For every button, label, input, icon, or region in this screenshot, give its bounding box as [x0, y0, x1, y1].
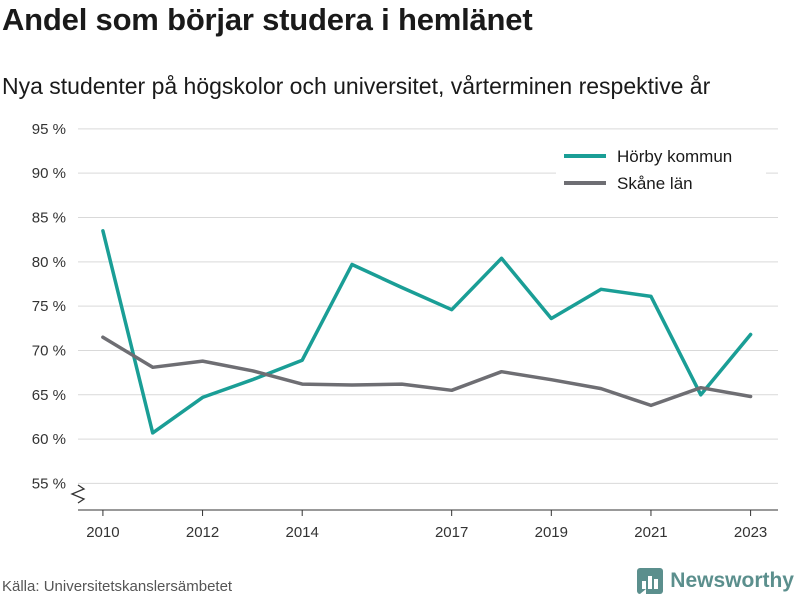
- y-tick-label: 60 %: [32, 431, 66, 448]
- y-axis-ticks: 55 % 60 % 65 % 70 % 75 % 80 % 85 % 90 % 95 %: [32, 121, 66, 493]
- bar-chart-logo-icon: [637, 568, 664, 594]
- legend: Hörby kommun Skåne län: [556, 140, 766, 200]
- x-tick-label: 2014: [286, 524, 319, 541]
- y-tick-label: 75 %: [32, 298, 66, 315]
- x-tick-label: 2019: [535, 524, 568, 541]
- legend-box: [556, 140, 766, 200]
- series-line-1: [101, 229, 753, 435]
- x-axis-ticks: 2010 2012 2014 2017 2019 2021 2023: [86, 510, 767, 541]
- y-tick-label: 65 %: [32, 387, 66, 404]
- y-tick-label: 85 %: [32, 210, 66, 227]
- x-tick-label: 2017: [435, 524, 468, 541]
- axes: [70, 484, 778, 511]
- y-tick-label: 95 %: [32, 121, 66, 138]
- x-tick-label: 2012: [186, 524, 219, 541]
- source-note: Källa: Universitetskanslersämbetet: [2, 578, 233, 595]
- legend-label-2: Skåne län: [617, 174, 693, 193]
- chart-subtitle: Nya studenter på högskolor och universit…: [2, 73, 711, 99]
- axis-break-marker: [70, 484, 86, 504]
- brand-name: Newsworthy: [670, 569, 794, 592]
- y-tick-label: 70 %: [32, 342, 66, 359]
- x-tick-label: 2010: [86, 524, 119, 541]
- series-line-2: [101, 335, 753, 408]
- y-tick-label: 90 %: [32, 165, 66, 182]
- brand-logo: Newsworthy: [637, 568, 794, 594]
- x-tick-label: 2023: [734, 524, 767, 541]
- series-lines: [101, 229, 753, 435]
- chart-title: Andel som börjar studera i hemlänet: [2, 2, 533, 37]
- y-tick-label: 55 %: [32, 475, 66, 492]
- y-tick-label: 80 %: [32, 254, 66, 271]
- legend-label-1: Hörby kommun: [617, 147, 732, 166]
- x-tick-label: 2021: [634, 524, 667, 541]
